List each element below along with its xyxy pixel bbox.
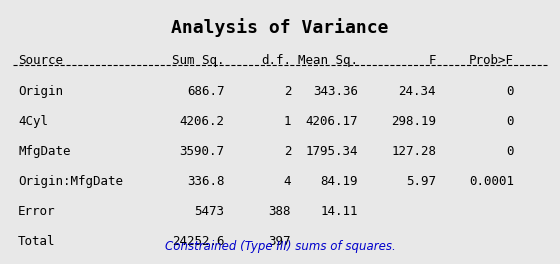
Text: 343.36: 343.36 (313, 85, 358, 98)
Text: 0: 0 (507, 85, 514, 98)
Text: 686.7: 686.7 (187, 85, 224, 98)
Text: 84.19: 84.19 (320, 175, 358, 188)
Text: 24.34: 24.34 (399, 85, 436, 98)
Text: 298.19: 298.19 (391, 115, 436, 128)
Text: MfgDate: MfgDate (18, 145, 71, 158)
Text: Sum Sq.: Sum Sq. (172, 54, 224, 67)
Text: Error: Error (18, 205, 55, 218)
Text: 3590.7: 3590.7 (179, 145, 224, 158)
Text: Source: Source (18, 54, 63, 67)
Text: 388: 388 (269, 205, 291, 218)
Text: 0: 0 (507, 145, 514, 158)
Text: Mean Sq.: Mean Sq. (298, 54, 358, 67)
Text: 4: 4 (284, 175, 291, 188)
Text: 2: 2 (284, 145, 291, 158)
Text: F: F (428, 54, 436, 67)
Text: 336.8: 336.8 (187, 175, 224, 188)
Text: 4Cyl: 4Cyl (18, 115, 48, 128)
Text: Origin:MfgDate: Origin:MfgDate (18, 175, 123, 188)
Text: 0.0001: 0.0001 (469, 175, 514, 188)
Text: 14.11: 14.11 (320, 205, 358, 218)
Text: 1: 1 (284, 115, 291, 128)
Text: 1795.34: 1795.34 (306, 145, 358, 158)
Text: 24252.6: 24252.6 (172, 235, 224, 248)
Text: Total: Total (18, 235, 55, 248)
Text: 5473: 5473 (194, 205, 224, 218)
Text: 397: 397 (269, 235, 291, 248)
Text: 4206.17: 4206.17 (306, 115, 358, 128)
Text: Prob>F: Prob>F (469, 54, 514, 67)
Text: 127.28: 127.28 (391, 145, 436, 158)
Text: Origin: Origin (18, 85, 63, 98)
Text: Constrained (Type III) sums of squares.: Constrained (Type III) sums of squares. (165, 241, 395, 253)
Text: 2: 2 (284, 85, 291, 98)
Text: 4206.2: 4206.2 (179, 115, 224, 128)
Text: d.f.: d.f. (261, 54, 291, 67)
Text: 0: 0 (507, 115, 514, 128)
Text: Analysis of Variance: Analysis of Variance (171, 18, 389, 37)
Text: 5.97: 5.97 (406, 175, 436, 188)
